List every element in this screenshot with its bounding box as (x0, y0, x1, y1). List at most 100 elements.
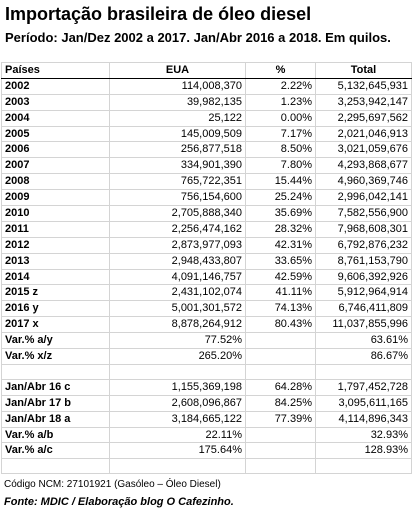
percent-cell: 1.23% (245, 93, 316, 111)
eua-cell: 756,154,600 (109, 189, 246, 207)
table-row: 2011 2,256,474,162 28.32% 7,968,608,301 (1, 220, 412, 238)
eua-cell: 175.64% (109, 442, 246, 460)
eua-cell: 114,008,370 (109, 77, 246, 95)
table-row: Jan/Abr 16 c 1,155,369,198 64.28% 1,797,452… (1, 378, 412, 396)
row-label-cell: Jan/Abr 16 c (1, 378, 110, 396)
table-row: 2002 114,008,370 2.22% 5,132,645,931 (1, 77, 412, 95)
eua-cell: 2,608,096,867 (109, 394, 246, 412)
eua-cell: 39,982,135 (109, 93, 246, 111)
percent-cell: 8.50% (245, 141, 316, 159)
eua-cell: 2,705,888,340 (109, 205, 246, 222)
eua-cell: 3,184,665,122 (109, 410, 246, 428)
total-cell: 4,960,369,746 (315, 173, 412, 191)
table-row: 2017 x 8,878,264,912 80.43% 11,037,855,996 (1, 316, 412, 334)
total-cell: 128.93% (315, 442, 412, 460)
total-cell: 7,968,608,301 (315, 220, 412, 238)
row-label-cell: 2013 (1, 252, 110, 270)
header-cell-paises: Países (1, 62, 110, 79)
eua-cell: 265.20% (109, 348, 246, 365)
row-label-cell: Jan/Abr 18 a (1, 410, 110, 428)
percent-cell: 33.65% (245, 252, 316, 270)
table-row: 2003 39,982,135 1.23% 3,253,942,147 (1, 93, 412, 111)
eua-cell: 256,877,518 (109, 141, 246, 159)
percent-cell: 15.44% (245, 173, 316, 191)
table-row: 2007 334,901,390 7.80% 4,293,868,677 (1, 157, 412, 175)
percent-cell: 7.17% (245, 125, 316, 143)
percent-cell (245, 458, 316, 475)
table-row: 2016 y 5,001,301,572 74.13% 6,746,411,809 (1, 300, 412, 318)
percent-cell: 28.32% (245, 220, 316, 238)
header-cell-total: Total (315, 62, 412, 79)
percent-cell: 42.59% (245, 268, 316, 286)
row-label-cell: Jan/Abr 17 b (1, 394, 110, 412)
percent-cell: 77.39% (245, 410, 316, 428)
header-row: Países EUA % Total (1, 62, 412, 79)
header-cell-eua: EUA (109, 62, 246, 79)
row-label-cell: 2009 (1, 189, 110, 207)
percent-cell (245, 348, 316, 365)
eua-cell: 2,256,474,162 (109, 220, 246, 238)
total-cell: 11,037,855,996 (315, 316, 412, 334)
eua-cell: 77.52% (109, 332, 246, 350)
eua-cell: 334,901,390 (109, 157, 246, 175)
ncm-code-note: Código NCM: 27101921 (Gasóleo – Óleo Die… (4, 479, 221, 490)
row-label-cell: Var.% a/b (1, 426, 110, 444)
percent-cell: 41.11% (245, 284, 316, 302)
total-cell: 3,021,059,676 (315, 141, 412, 159)
row-label-cell: 2005 (1, 125, 110, 143)
eua-cell: 1,155,369,198 (109, 378, 246, 396)
eua-cell (109, 363, 246, 380)
row-label-cell (1, 458, 110, 475)
header-cell-percent: % (245, 62, 316, 79)
table-row: Jan/Abr 17 b 2,608,096,867 84.25% 3,095,611… (1, 394, 412, 412)
table-row: 2006 256,877,518 8.50% 3,021,059,676 (1, 141, 412, 159)
total-cell: 4,293,868,677 (315, 157, 412, 175)
percent-cell: 80.43% (245, 316, 316, 334)
row-label-cell: Var.% a/y (1, 332, 110, 350)
row-label-cell: Var.% a/c (1, 442, 110, 460)
percent-cell (245, 332, 316, 350)
percent-cell: 35.69% (245, 205, 316, 222)
table-row: Jan/Abr 18 a 3,184,665,122 77.39% 4,114,896… (1, 410, 412, 428)
percent-cell: 64.28% (245, 378, 316, 396)
total-cell: 63.61% (315, 332, 412, 350)
percent-cell (245, 426, 316, 444)
total-cell: 5,912,964,914 (315, 284, 412, 302)
eua-cell: 2,431,102,074 (109, 284, 246, 302)
row-label-cell: 2014 (1, 268, 110, 286)
table-row: 2010 2,705,888,340 35.69% 7,582,556,900 (1, 205, 412, 222)
table-row: Var.% a/c 175.64% 128.93% (1, 442, 412, 460)
percent-cell: 42.31% (245, 236, 316, 254)
percent-cell (245, 442, 316, 460)
table-title: Importação brasileira de óleo diesel (5, 4, 312, 24)
total-cell (315, 363, 412, 380)
percent-cell: 25.24% (245, 189, 316, 207)
row-label-cell (1, 363, 110, 380)
total-cell: 6,792,876,232 (315, 236, 412, 254)
source-note: Fonte: MDIC / Elaboração blog O Cafezinh… (4, 496, 234, 508)
row-label-cell: 2011 (1, 220, 110, 238)
total-cell: 2,295,697,562 (315, 109, 412, 127)
table-row: 2005 145,009,509 7.17% 2,021,046,913 (1, 125, 412, 143)
percent-cell (245, 363, 316, 380)
total-cell (315, 458, 412, 475)
row-label-cell: 2007 (1, 157, 110, 175)
percent-cell: 84.25% (245, 394, 316, 412)
percent-cell: 2.22% (245, 77, 316, 95)
table-row: Var.% a/y 77.52% 63.61% (1, 332, 412, 350)
row-label-cell: 2008 (1, 173, 110, 191)
total-cell: 7,582,556,900 (315, 205, 412, 222)
eua-cell (109, 458, 246, 475)
data-table: Países EUA % Total 2002 114,008,370 2.22% 5… (1, 62, 412, 475)
total-cell: 3,253,942,147 (315, 93, 412, 111)
total-cell: 2,996,042,141 (315, 189, 412, 207)
total-cell: 8,761,153,790 (315, 252, 412, 270)
table-row: Var.% a/b 22.11% 32.93% (1, 426, 412, 444)
percent-cell: 74.13% (245, 300, 316, 318)
eua-cell: 2,948,433,807 (109, 252, 246, 270)
table-row (1, 363, 412, 380)
table-subtitle: Período: Jan/Dez 2002 a 2017. Jan/Abr 20… (5, 30, 391, 45)
table-row: 2014 4,091,146,757 42.59% 9,606,392,926 (1, 268, 412, 286)
eua-cell: 765,722,351 (109, 173, 246, 191)
table-row (1, 458, 412, 475)
